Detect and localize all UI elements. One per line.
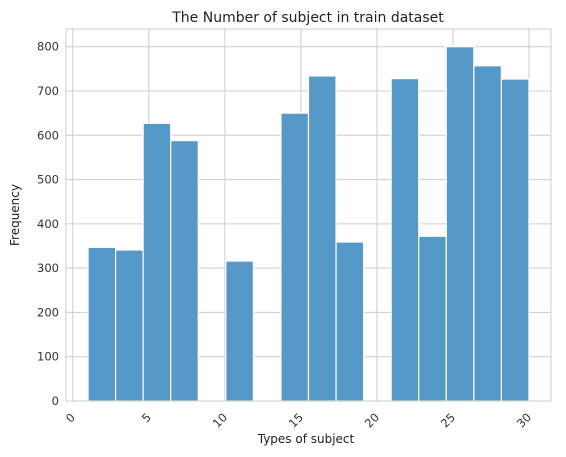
bars [87,46,530,402]
x-tick-label: 15 [286,410,306,430]
y-tick-label: 100 [37,350,59,364]
y-axis-label: Frequency [8,184,22,246]
y-tick-label: 0 [52,394,59,408]
histogram-bar [170,140,199,402]
y-tick-label: 300 [37,261,59,275]
y-tick-label: 200 [37,305,59,319]
y-tick-label: 400 [37,217,59,231]
x-tick-label: 5 [139,410,154,425]
y-tick-label: 800 [37,40,59,54]
x-tick-label: 0 [63,410,78,425]
x-tick-label: 10 [210,410,230,430]
x-tick-labels: 0 5 10 15 20 25 30 [63,410,534,430]
histogram-bar [225,260,254,402]
y-tick-labels: 0 100 200 300 400 500 600 700 800 [37,40,59,408]
y-tick-label: 500 [37,173,59,187]
histogram-bar [445,46,475,402]
plot-frame [65,28,552,402]
histogram-bar [115,249,144,402]
x-tick-label: 30 [514,410,534,430]
histogram-bar [87,246,117,402]
histogram-bar [390,77,420,402]
x-tick-label: 20 [362,410,382,430]
histogram-bar [307,75,337,402]
y-tick-label: 700 [37,84,59,98]
x-tick-label: 25 [438,410,458,430]
histogram-bar [280,112,310,402]
histogram-bar [473,65,502,402]
histogram-bar [418,235,447,402]
histogram-bar [142,122,172,402]
y-tick-label: 600 [37,128,59,142]
histogram-bar [500,78,530,402]
x-axis-label: Types of subject [257,432,355,446]
histogram-bar [335,241,365,402]
chart-title: The Number of subject in train dataset [171,10,444,26]
